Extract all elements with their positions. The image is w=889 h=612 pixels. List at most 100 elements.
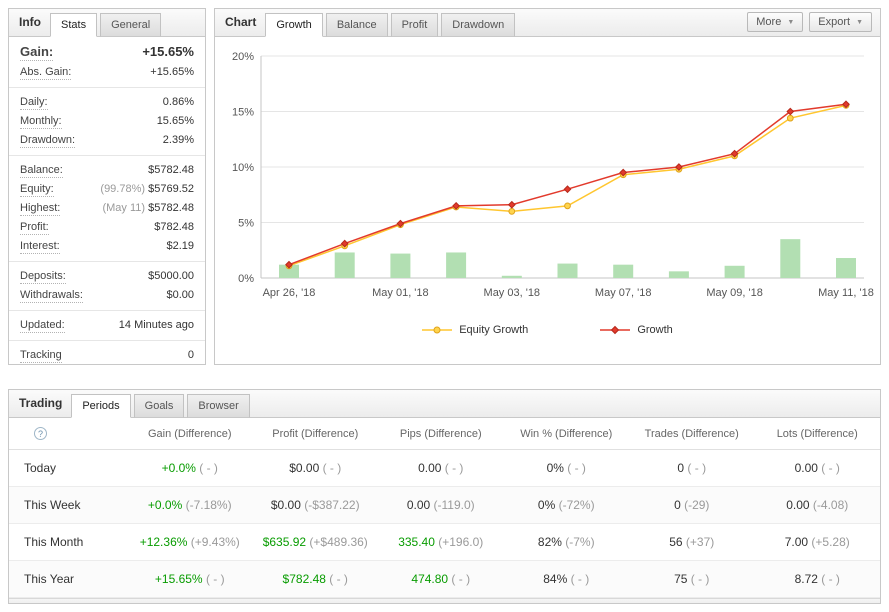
info-panel-title: Info	[19, 15, 41, 29]
cell-difference-value: (-4.08)	[809, 498, 849, 512]
growth-marker	[786, 107, 795, 116]
cell-main-value: +0.0%	[161, 461, 196, 475]
cell-today-gain-difference: +0.0% ( - )	[127, 449, 253, 487]
chart-tab-profit[interactable]: Profit	[390, 13, 439, 37]
info-value-gain: +15.65%	[142, 44, 194, 59]
info-label-gain: Gain:	[20, 44, 54, 61]
info-value-abs-gain: +15.65%	[150, 66, 194, 78]
info-body: Gain: +15.65% Abs. Gain: +15.65% Daily: 0.86%…	[9, 37, 205, 364]
cell-difference-value: (+196.0)	[434, 535, 484, 549]
growth-marker	[285, 260, 293, 269]
info-row-drawdown: Drawdown: 2.39%	[9, 131, 205, 150]
growth-marker	[730, 149, 739, 158]
equity-growth-marker	[508, 208, 516, 215]
y-axis-tick-label: 20%	[232, 51, 254, 63]
info-value-withdrawals: $0.00	[166, 289, 194, 301]
info-row-balance: Balance: $5782.48	[9, 161, 205, 180]
cell-main-value: 56	[669, 535, 683, 549]
trading-tab-periods[interactable]: Periods	[71, 394, 131, 418]
col-header-lots-difference: Lots (Difference)	[754, 418, 880, 450]
chart-panel-title: Chart	[225, 15, 257, 29]
cell-main-value: 0.00	[786, 498, 810, 512]
trading-tab-browser[interactable]: Browser	[187, 394, 250, 418]
legend-item-growth[interactable]: Growth	[600, 324, 673, 336]
cell-this-year-gain-difference: +15.65% ( - )	[127, 560, 253, 598]
volume-bar	[390, 253, 411, 278]
trading-tab-goals[interactable]: Goals	[133, 394, 185, 418]
growth-marker	[563, 185, 572, 194]
info-label-tracking: Tracking	[20, 349, 62, 363]
cell-main-value: 7.00	[784, 535, 809, 549]
periods-table: ? Gain (Difference) Profit (Difference) Pip…	[9, 418, 880, 598]
cell-difference-value: ( - )	[448, 572, 471, 586]
export-button[interactable]: Export ▼	[809, 12, 872, 32]
more-button[interactable]: More ▼	[747, 12, 804, 32]
info-label-monthly: Monthly:	[20, 115, 62, 129]
trading-panel-title: Trading	[19, 396, 63, 410]
info-label-daily: Daily:	[20, 96, 48, 110]
cell-main-value: 0.00	[418, 461, 442, 475]
help-icon[interactable]: ?	[34, 427, 47, 440]
growth-marker	[396, 219, 405, 228]
info-tab-general[interactable]: General	[100, 13, 162, 37]
cell-this-week-pips-difference: 0.00 (-119.0)	[378, 486, 504, 524]
info-value-muted-equity: (99.78%)	[100, 183, 149, 195]
info-value-daily: 0.86%	[162, 96, 194, 108]
cell-difference-value: ( - )	[684, 461, 707, 475]
cell-this-week-lots-difference: 0.00 (-4.08)	[754, 486, 880, 524]
cell-main-value: 0	[677, 461, 685, 475]
cell-this-year-lots-difference: 8.72 ( - )	[754, 560, 880, 598]
growth-chart: 0% 5% 10% 15% 20% Apr 26, '18 May 01, '18 May 0…	[215, 37, 880, 315]
cell-difference-value: ( - )	[202, 572, 225, 586]
chart-tab-balance[interactable]: Balance	[325, 13, 388, 37]
row-label-today: Today	[9, 449, 127, 487]
y-axis-tick-label: 15%	[232, 107, 254, 119]
cell-this-week-trades-difference: 0 (-29)	[629, 486, 755, 524]
volume-bar	[780, 239, 801, 278]
cell-difference-value: (+37)	[682, 535, 715, 549]
table-row-this-week: This Week +0.0% (-7.18%) $0.00 (-$387.22) 0…	[9, 486, 880, 524]
cell-main-value: $635.92	[262, 535, 307, 549]
growth-legend-marker-icon	[600, 325, 631, 335]
info-row-highest: Highest: (May 11) $5782.48	[9, 199, 205, 218]
chart-tab-drawdown[interactable]: Drawdown	[441, 13, 516, 37]
cell-main-value: 8.72	[794, 572, 818, 586]
legend-label-growth: Growth	[637, 324, 673, 336]
info-value-muted-highest: (May 11)	[102, 202, 149, 214]
y-axis-tick-label: 10%	[232, 162, 254, 174]
cell-main-value: 0.00	[406, 498, 431, 512]
cell-this-month-trades-difference: 56 (+37)	[629, 523, 755, 561]
cell-difference-value: ( - )	[817, 572, 840, 586]
cell-difference-value: (+5.28)	[808, 535, 850, 549]
growth-marker	[340, 239, 349, 248]
equity-growth-legend-marker-icon	[422, 326, 453, 334]
trading-panel-footer	[9, 598, 880, 603]
volume-bar	[668, 271, 689, 278]
info-group: Tracking 0	[9, 341, 205, 364]
info-label-interest: Interest:	[20, 240, 60, 254]
cell-this-week-win-difference: 0% (-72%)	[503, 486, 629, 524]
cell-difference-value: (-$387.22)	[300, 498, 360, 512]
x-axis-tick-label: May 09, '18	[706, 287, 763, 299]
col-header-trades-difference: Trades (Difference)	[629, 418, 755, 450]
more-button-label: More	[756, 16, 782, 28]
info-label-balance: Balance:	[20, 164, 63, 178]
growth-marker	[452, 201, 461, 210]
volume-bar	[446, 252, 467, 278]
chart-tab-growth[interactable]: Growth	[265, 13, 323, 37]
info-row-profit: Profit: $782.48	[9, 218, 205, 237]
info-row-daily: Daily: 0.86%	[9, 93, 205, 112]
growth-marker	[507, 200, 516, 209]
x-axis-tick-label: May 11, '18	[818, 287, 874, 299]
chart-header-buttons: More ▼ Export ▼	[747, 12, 872, 36]
info-row-gain: Gain: +15.65%	[9, 42, 205, 63]
row-label-this-week: This Week	[9, 486, 127, 524]
info-tab-stats[interactable]: Stats	[50, 13, 98, 37]
legend-item-equity-growth[interactable]: Equity Growth	[422, 324, 528, 336]
cell-difference-value: ( - )	[567, 572, 590, 586]
equity-growth-marker	[786, 114, 794, 122]
chart-tabs: Growth Balance Profit Drawdown	[265, 13, 516, 37]
equity-growth-marker	[564, 202, 571, 210]
cell-main-value: 474.80	[411, 572, 449, 586]
